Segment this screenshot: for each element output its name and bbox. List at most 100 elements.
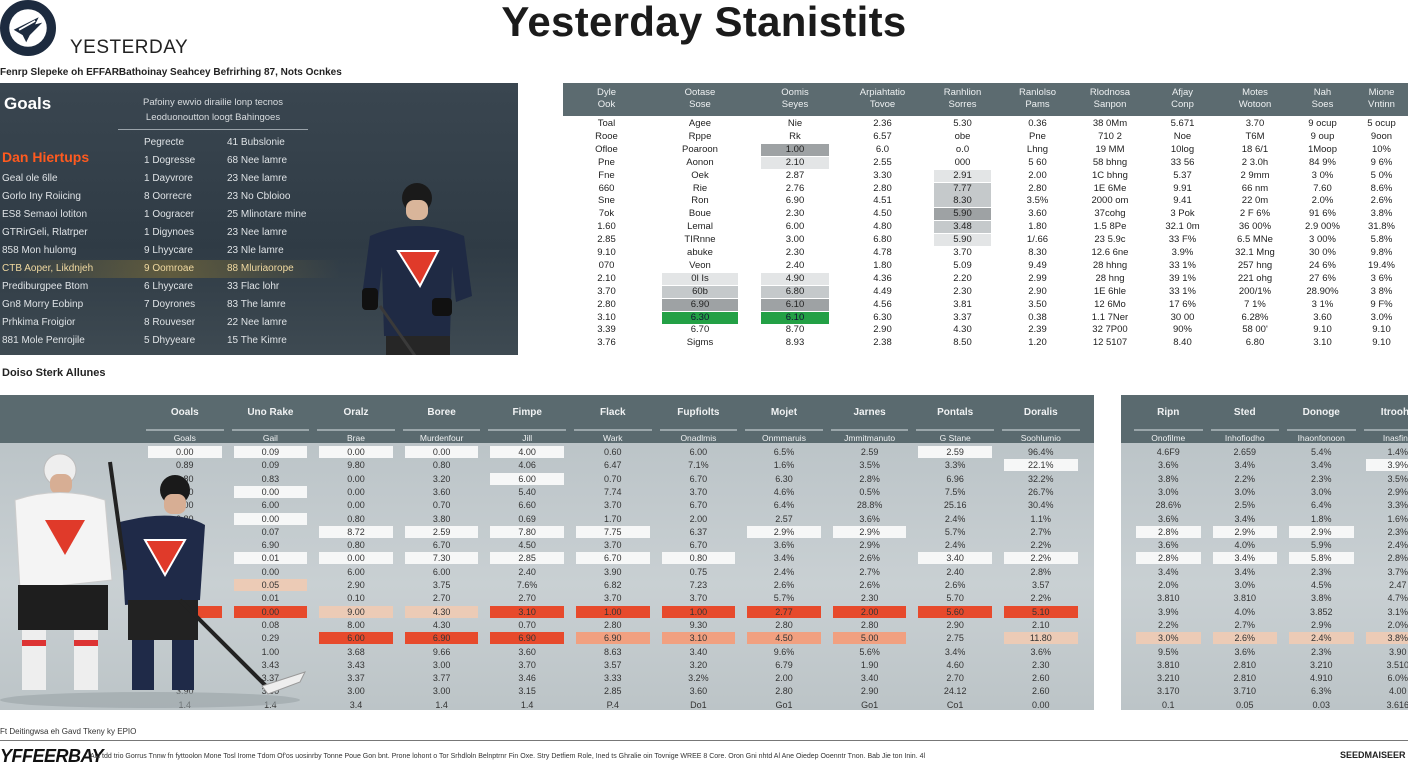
- list-item-a: 881 Mole Penrojile: [2, 335, 85, 346]
- table-cell: 8.72: [319, 525, 393, 538]
- table-cell: 6.5%: [773, 447, 795, 457]
- table-cell: 3.0%: [1157, 486, 1179, 497]
- table-cell: 0l Is: [662, 272, 738, 285]
- table-cell: Agee: [688, 118, 712, 129]
- table-cell: 3.40: [918, 552, 992, 565]
- column-header[interactable]: Sted: [1233, 407, 1256, 418]
- table-cell: Fne: [598, 169, 615, 181]
- table-cell: 3.46: [518, 673, 536, 684]
- table-cell: 3.70: [953, 247, 972, 258]
- column-header[interactable]: Nah Soes: [1290, 87, 1355, 111]
- table-cell: 5.671: [1170, 118, 1195, 129]
- table-cell: 3.210: [1156, 673, 1180, 684]
- list-item-b: 1 Dayvrore: [144, 173, 193, 184]
- column-header-line: Ranlolso: [1019, 87, 1056, 98]
- table-cell: 33 56: [1170, 156, 1195, 168]
- column-header[interactable]: Arpiahtatio Tovoe: [840, 87, 925, 111]
- list-item[interactable]: Prhkima Froigior 8 Rouveser 22 Nee lamre: [0, 314, 340, 332]
- table-cell: 2.80: [860, 619, 879, 630]
- table-cell: 2.3%: [1310, 646, 1332, 657]
- table-cell: 5.30: [953, 118, 972, 129]
- list-item[interactable]: ES8 Semaoi lotiton 1 Oogracer 25 Mlinotare…: [0, 206, 340, 224]
- table-cell: 5.90: [934, 234, 991, 247]
- table-header: Dyle Ook Ootase Sose Oomis Seyes Arpiahtatio To…: [563, 83, 1408, 116]
- list-item[interactable]: 881 Mole Penrojile 5 Dhyyeare 15 The Kimre: [0, 332, 340, 350]
- column-header[interactable]: Flack: [600, 407, 626, 418]
- page-subtitle: Fenrp Slepeke oh EFFARBathoinay Seahcey …: [0, 67, 342, 78]
- table-cell: 3.20: [689, 659, 708, 670]
- column-header[interactable]: Itroohe: [1380, 407, 1408, 418]
- featured-player-name[interactable]: Dan Hiertups: [2, 149, 90, 165]
- table-cell: 0.05: [1235, 699, 1254, 710]
- column-header[interactable]: Ranhlion Sorres: [925, 87, 1000, 111]
- column-header[interactable]: Fupfiolts: [677, 407, 720, 418]
- hockey-player-icon: [362, 183, 472, 355]
- table-cell: 6.79: [775, 659, 793, 670]
- column-header[interactable]: Dyle Ook: [563, 87, 650, 111]
- list-item[interactable]: 858 Mon hulomg 9 Lhyycare 23 Nle lamre: [0, 242, 340, 260]
- table-cell: 2.0%: [1387, 619, 1408, 630]
- column-header[interactable]: Fimpe: [512, 407, 542, 418]
- table-cell: 3.33: [604, 673, 622, 684]
- column-header[interactable]: Doralis: [1023, 407, 1058, 418]
- column-header[interactable]: Ripn: [1157, 407, 1180, 418]
- table-cell: 0.1: [1161, 699, 1175, 710]
- column-header[interactable]: Oralz: [343, 407, 369, 418]
- table-cell: 2.0%: [1157, 580, 1179, 590]
- table-cell: 2.80: [775, 619, 793, 630]
- column-header[interactable]: Motes Wotoon: [1220, 87, 1290, 111]
- table-cell: 3 8%: [1370, 285, 1393, 297]
- list-item[interactable]: Gorlo Iny Roiicing 8 Oorrecre 23 No Cbloio…: [0, 188, 340, 206]
- column-header[interactable]: Ootase Sose: [650, 87, 750, 111]
- table-cell: 6.30: [873, 311, 892, 323]
- column-header[interactable]: Ranlolso Pams: [1000, 87, 1075, 111]
- hockey-players-icon: [0, 453, 306, 708]
- table-cell: 24.12: [943, 686, 967, 697]
- goals-subtitle: Pafoiny ewvio dirailie lonp tecnos Leodu…: [118, 95, 308, 130]
- list-item[interactable]: Geal ole 6lle 1 Dayvrore 23 Nee lamre: [0, 170, 340, 188]
- column-header[interactable]: Donoge: [1302, 407, 1340, 418]
- table-cell: 32.2%: [1028, 473, 1054, 484]
- column-header[interactable]: Jarnes: [853, 407, 886, 418]
- column-header-line: Soes: [1311, 99, 1334, 110]
- column-header[interactable]: Uno Rake: [247, 407, 294, 418]
- table-cell: 5.60: [918, 605, 992, 618]
- column-header[interactable]: Oomis Seyes: [750, 87, 840, 111]
- table-cell: 2.00: [775, 673, 793, 684]
- table-cell: 30.4%: [1028, 500, 1054, 511]
- column-header-line: Sorres: [948, 99, 977, 110]
- column-header[interactable]: Afjay Conp: [1145, 87, 1220, 111]
- table-cell: 0.89: [176, 460, 194, 471]
- table-cell: 4.30: [432, 619, 451, 630]
- table-cell: 4.06: [518, 460, 536, 471]
- table-cell: 4.00: [1388, 686, 1407, 697]
- table-cell: 2.9%: [1289, 525, 1354, 538]
- list-item-a: ES8 Semaoi lotiton: [2, 209, 88, 220]
- column-header[interactable]: Pontals: [937, 407, 974, 418]
- table-cell: 3.170: [1156, 686, 1180, 697]
- table-cell: 5.6%: [859, 646, 880, 657]
- table-cell: Noe: [1173, 130, 1192, 142]
- column-header[interactable]: Ooals: [170, 407, 199, 418]
- table-cell: 8.6%: [1370, 182, 1393, 194]
- table-cell: 9.66: [432, 646, 451, 657]
- table-cell: 0.01: [233, 552, 308, 565]
- list-item[interactable]: GTRirGeli, Rlatrper 1 Digynoes 23 Nee lamr…: [0, 224, 340, 242]
- table-cell: 38 0Mm: [1092, 118, 1128, 129]
- table-cell: obe: [954, 130, 971, 142]
- table-cell: 3.6%: [1234, 646, 1255, 657]
- list-item[interactable]: Prediburgpee Btom 6 Lhyycare 33 Flac lohr: [0, 278, 340, 296]
- list-item[interactable]: Gn8 Morry Eobinp 7 Doyrones 83 The lamre: [0, 296, 340, 314]
- column-header[interactable]: Rlodnosa Sanpon: [1075, 87, 1145, 111]
- table-cell: 9 6%: [1370, 156, 1393, 168]
- column-header[interactable]: Boree: [427, 407, 456, 418]
- list-item[interactable]: Pegrecte 41 Bubslonie: [0, 134, 340, 152]
- table-cell: 3.9%: [1171, 247, 1194, 258]
- table-cell: 84 9%: [1309, 156, 1336, 168]
- list-item[interactable]: CTB Aoper, Likdnjeh 9 Oomroae 88 Mluriaoro…: [0, 260, 340, 278]
- column-header[interactable]: Mojet: [770, 407, 798, 418]
- table-cell: 3.57: [1032, 580, 1050, 590]
- column-header[interactable]: Mione Vntinn: [1355, 87, 1408, 111]
- list-item[interactable]: 1 Dogresse 68 Nee lamre: [0, 152, 340, 170]
- table-cell: 0.80: [176, 473, 194, 484]
